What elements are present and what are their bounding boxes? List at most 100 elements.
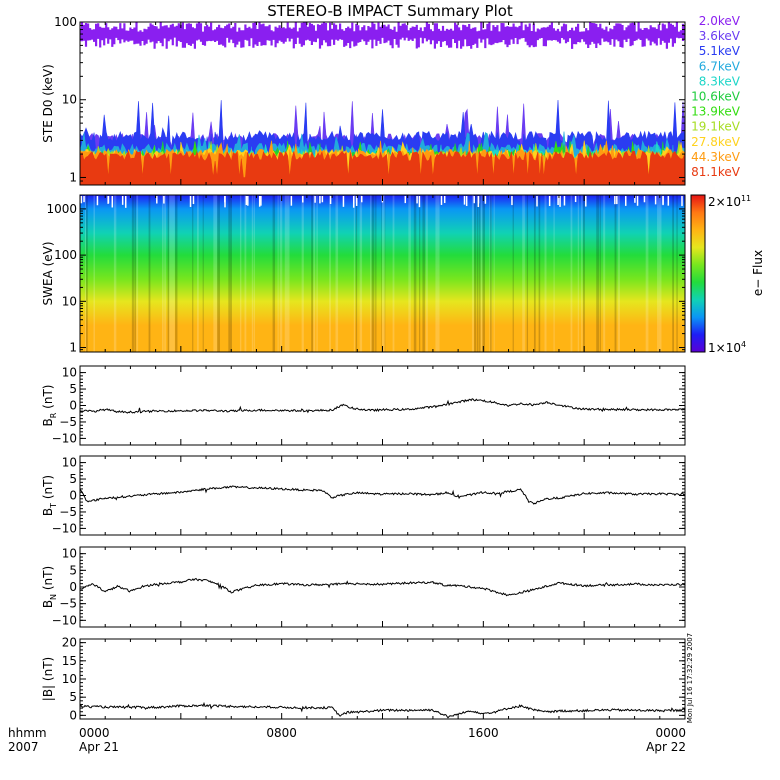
- ste-series: [80, 22, 685, 185]
- swea-gap: [667, 196, 670, 206]
- panel-frame: [79, 455, 686, 536]
- swea-striation: [316, 195, 318, 352]
- y-tick-label: 5: [69, 563, 77, 577]
- swea-striation: [493, 195, 495, 352]
- swea-gap: [624, 196, 627, 206]
- swea-gap: [247, 196, 249, 206]
- colorbar-bar: [690, 194, 706, 353]
- swea-gap: [163, 196, 165, 204]
- colorbar-max-base: 2×10: [708, 195, 741, 209]
- legend-entry: 13.9keV: [691, 105, 741, 119]
- swea-gap: [83, 196, 85, 203]
- swea-gap: [511, 196, 513, 206]
- y-tick-label: −5: [59, 505, 77, 519]
- time-tick-label: 0000: [655, 726, 686, 740]
- swea-striation: [672, 195, 675, 352]
- y-tick-label: −5: [59, 415, 77, 429]
- bt-panel: −10 −5 0 5 10 BT (nT): [41, 455, 686, 536]
- swea-gap: [329, 196, 332, 205]
- chart-title: STEREO-B IMPACT Summary Plot: [267, 2, 513, 20]
- legend-entry: 6.7keV: [699, 59, 741, 73]
- swea-striation: [113, 195, 117, 352]
- y-axis-label-sub: N: [49, 594, 58, 600]
- swea-striation: [603, 195, 606, 352]
- legend-entry: 5.1keV: [699, 44, 741, 58]
- swea-gap: [440, 196, 443, 205]
- swea-striation: [570, 195, 573, 352]
- swea-striation: [251, 195, 254, 352]
- bmag-panel: 0 5 10 15 20 |B| (nT): [41, 636, 686, 722]
- swea-striation: [490, 195, 492, 352]
- swea-striation: [329, 195, 331, 352]
- swea-gap: [416, 196, 418, 204]
- swea-gap: [614, 196, 616, 205]
- ste-series-2.0keV: [80, 22, 685, 49]
- swea-striation: [284, 195, 288, 352]
- swea-striation: [476, 195, 479, 352]
- swea-striation: [239, 195, 242, 352]
- swea-striation: [93, 195, 95, 352]
- swea-striation: [213, 195, 217, 352]
- legend-entry: 10.6keV: [691, 90, 741, 104]
- y-axis-label-main: B: [41, 600, 55, 608]
- time-tick-label: 1600: [468, 726, 499, 740]
- y-axis-label-unit: (nT): [41, 475, 55, 503]
- swea-striations: [84, 195, 678, 352]
- swea-gap: [557, 196, 559, 206]
- swea-gap: [559, 196, 561, 207]
- swea-striation: [272, 195, 276, 352]
- swea-striation: [426, 195, 428, 352]
- swea-striation: [422, 195, 425, 352]
- br-trace: [80, 398, 685, 414]
- swea-striation: [84, 195, 87, 352]
- timestamp-label: Mon Jul 16 17:32:29 2007: [686, 633, 694, 723]
- swea-gap: [473, 196, 475, 204]
- swea-gap: [321, 196, 324, 203]
- swea-striation: [659, 195, 661, 352]
- colorbar-max-label: 2×1011: [708, 194, 751, 209]
- swea-striation: [657, 195, 659, 352]
- swea-striation: [596, 195, 600, 352]
- time-tick-date: Apr 21: [79, 740, 119, 754]
- y-axis-label-main: |B|: [41, 685, 55, 701]
- swea-gap: [361, 196, 363, 203]
- swea-striation: [370, 195, 372, 352]
- swea-gap: [189, 196, 192, 207]
- swea-striation: [359, 195, 363, 352]
- swea-striation: [482, 195, 485, 352]
- swea-striation: [553, 195, 555, 352]
- swea-striation: [311, 195, 314, 352]
- legend-entry: 8.3keV: [699, 74, 741, 88]
- swea-gap: [654, 196, 657, 205]
- y-tick-label: 0: [69, 580, 77, 594]
- swea-striation: [286, 195, 290, 352]
- swea-gap: [662, 196, 664, 205]
- swea-spectrogram: [80, 195, 685, 352]
- ste-panel: 1 10 100 STE D0 (keV): [41, 15, 686, 186]
- swea-gap: [96, 196, 99, 206]
- swea-striation: [425, 195, 427, 352]
- swea-striation: [279, 195, 283, 352]
- swea-striation: [301, 195, 304, 352]
- swea-striation: [313, 195, 316, 352]
- swea-striation: [489, 195, 492, 352]
- y-axis-label-unit: (nT): [41, 657, 55, 685]
- y-axis-label: BN (nT): [41, 566, 58, 608]
- swea-gap: [111, 196, 114, 208]
- swea-gap: [634, 196, 636, 203]
- swea-striation: [599, 195, 601, 352]
- swea-striation: [375, 195, 377, 352]
- y-axis-label: SWEA (eV): [41, 241, 55, 305]
- y-tick-label: 15: [62, 654, 77, 668]
- y-tick-label: 10: [62, 672, 77, 686]
- br-panel: −10 −5 0 5 10 BR (nT): [41, 365, 686, 446]
- swea-striation: [172, 195, 175, 352]
- swea-striation: [86, 195, 88, 352]
- swea-striation: [371, 195, 375, 352]
- y-tick-label: 5: [69, 382, 77, 396]
- swea-striation: [169, 195, 172, 352]
- y-tick-label: 1000: [46, 202, 77, 216]
- swea-striation: [229, 195, 232, 352]
- swea-striation: [658, 195, 662, 352]
